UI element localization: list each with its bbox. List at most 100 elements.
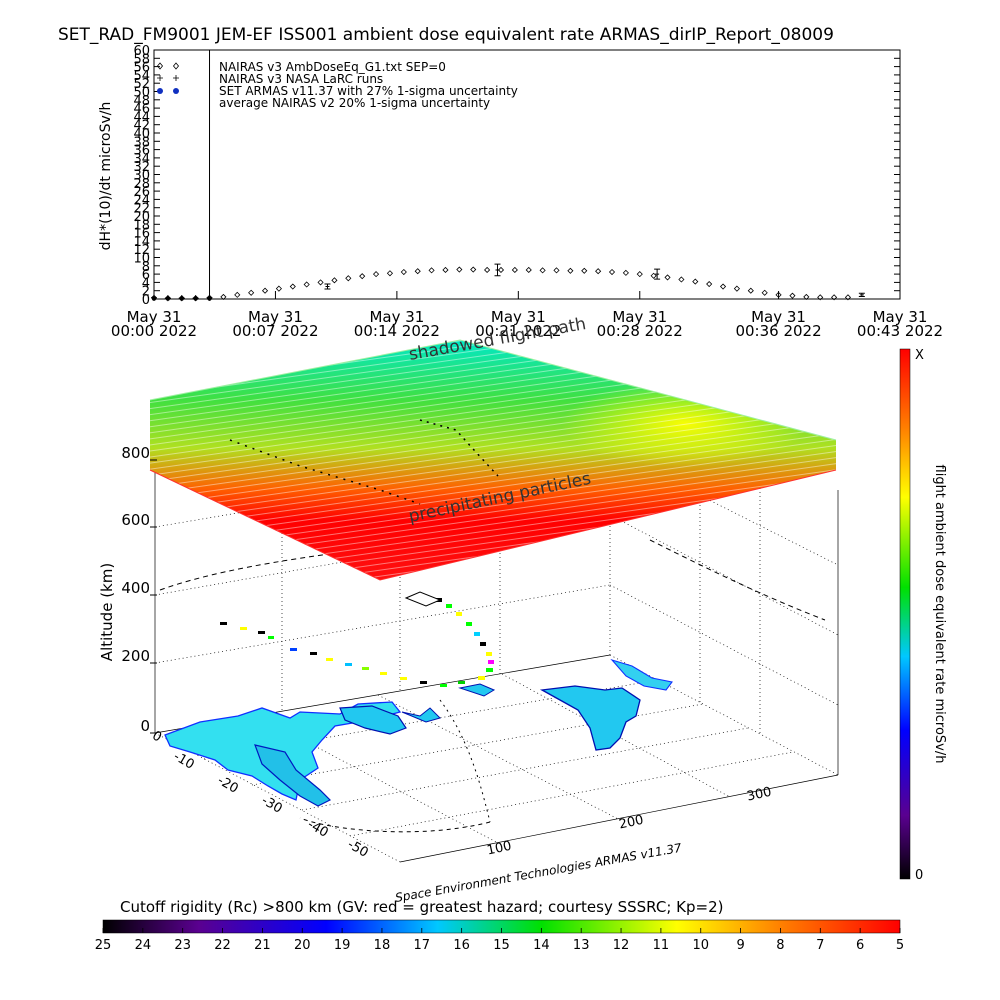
cutoff-tick-label: 25 [95, 938, 112, 953]
data-point-diamond [844, 294, 852, 301]
cutoff-tick-label: 19 [334, 938, 351, 953]
data-point-diamond [650, 272, 657, 279]
data-point-diamond [275, 285, 282, 292]
latitude-tick-label: 0 [149, 728, 164, 745]
data-point-diamond [595, 268, 602, 275]
y-tick-label: 58 [133, 52, 150, 67]
ground-track [299, 817, 491, 833]
data-point-diamond [567, 267, 574, 274]
top-chart: 0246810121416182022242628303234363840424… [98, 44, 943, 340]
data-point-diamond [470, 266, 477, 273]
dose-colorbar-top: X [915, 348, 924, 363]
data-point-errorbar [654, 268, 661, 280]
y-tick-label: 50 [133, 86, 150, 101]
data-point-diamond [636, 271, 643, 278]
y-tick-label: 32 [133, 160, 150, 175]
legend-symbol-circle [173, 88, 179, 94]
data-point-diamond [331, 277, 338, 284]
y-tick-label: 28 [133, 177, 150, 192]
data-point-diamond [553, 267, 560, 274]
series-marks [150, 263, 865, 302]
y-tick-label: 30 [133, 169, 150, 184]
cutoff-tick-label: 18 [374, 938, 391, 953]
longitude-tick-label: 100 [486, 839, 513, 859]
data-point-circle [207, 296, 212, 301]
y-tick-label: 18 [133, 218, 150, 233]
data-point-diamond [456, 266, 463, 273]
y-tick-label: 16 [133, 227, 150, 242]
cutoff-tick-label: 16 [453, 938, 470, 953]
flight-path-points [220, 598, 494, 687]
data-point-diamond [817, 294, 824, 301]
data-point-diamond [678, 276, 685, 283]
cutoff-tick-label: 22 [214, 938, 231, 953]
data-point-diamond [525, 266, 532, 274]
data-point-diamond [386, 270, 394, 277]
data-point-diamond [400, 268, 407, 276]
data-point-diamond [345, 275, 352, 282]
x-tick-label-date: May 31 [248, 308, 303, 326]
x-tick-label-date: May 31 [751, 308, 806, 326]
data-point-diamond [497, 266, 505, 274]
y-tick-label: 6 [142, 268, 150, 283]
cutoff-colorbar-ticks: 25 24 23 22 21 20 19 18 17 16 15 14 13 12 11 10 9 8 7 6 5 [95, 928, 904, 953]
y-tick-label: 36 [133, 144, 150, 159]
cutoff-tick-label: 14 [533, 938, 550, 953]
legend-symbol-circle [157, 88, 163, 94]
legend-label: SET ARMAS v11.37 with 27% 1-sigma uncert… [219, 84, 518, 98]
data-point-diamond [831, 294, 838, 301]
y-tick-label: 42 [133, 119, 150, 134]
y-tick-label: 44 [133, 110, 150, 125]
cutoff-tick-label: 6 [856, 938, 864, 953]
altitude-tick-label: 0 [140, 717, 150, 735]
x-tick-label-time: 00:14 2022 [354, 322, 440, 340]
data-point-diamond [261, 287, 269, 294]
x-tick-label-time: 00:00 2022 [111, 322, 197, 340]
cutoff-rigidity-title: Cutoff rigidity (Rc) >800 km (GV: red = … [120, 898, 723, 916]
data-point-errorbar [324, 283, 331, 290]
map-landmasses [164, 658, 673, 807]
latitude-tick-label: -20 [215, 773, 241, 797]
data-point-diamond [803, 293, 810, 300]
cutoff-tick-label: 12 [613, 938, 630, 953]
y-tick-label: 4 [142, 276, 150, 291]
radiation-surface [149, 339, 837, 581]
cutoff-tick-label: 20 [294, 938, 311, 953]
data-point-diamond [622, 269, 629, 276]
y-tick-label: 12 [133, 243, 150, 258]
data-point-diamond [414, 268, 421, 275]
x-tick-label-date: May 31 [127, 308, 182, 326]
data-point-diamond [733, 285, 740, 292]
data-point-diamond [692, 278, 699, 285]
altitude-tick-label: 600 [121, 511, 150, 529]
data-point-circle [179, 296, 184, 301]
y-tick-label: 38 [133, 135, 150, 150]
data-point-diamond [484, 266, 491, 274]
x-tick-label-time: 00:21 2022 [475, 322, 561, 340]
altitude-tick-label: 400 [121, 579, 150, 597]
cutoff-tick-label: 24 [135, 938, 152, 953]
cutoff-tick-label: 21 [254, 938, 271, 953]
x-tick-label-date: May 31 [491, 308, 546, 326]
y-tick-label: 20 [133, 210, 150, 225]
data-point-diamond [581, 267, 588, 274]
x-tick-label-time: 00:28 2022 [597, 322, 683, 340]
data-point-diamond [442, 266, 449, 274]
cutoff-tick-label: 7 [816, 938, 824, 953]
dose-colorbar: X 0 flight ambient dose equivalent rate … [899, 348, 947, 883]
x-tick-label-time: 00:36 2022 [735, 322, 821, 340]
legend-symbol-plus [173, 75, 179, 81]
top-y-axis-label: dH*(10)/dt microSv/h [98, 102, 114, 251]
altitude-tick-label: 800 [121, 444, 150, 462]
data-point-diamond [664, 274, 671, 281]
y-tick-label: 8 [142, 260, 150, 275]
data-point-diamond [608, 268, 616, 276]
x-tick-label-date: May 31 [369, 308, 424, 326]
cutoff-tick-label: 5 [896, 938, 904, 953]
y-tick-label: 34 [133, 152, 150, 167]
x-tick-label-time: 00:07 2022 [232, 322, 318, 340]
legend-label: NAIRAS v3 AmbDoseEq_G1.txt SEP=0 [219, 60, 446, 74]
